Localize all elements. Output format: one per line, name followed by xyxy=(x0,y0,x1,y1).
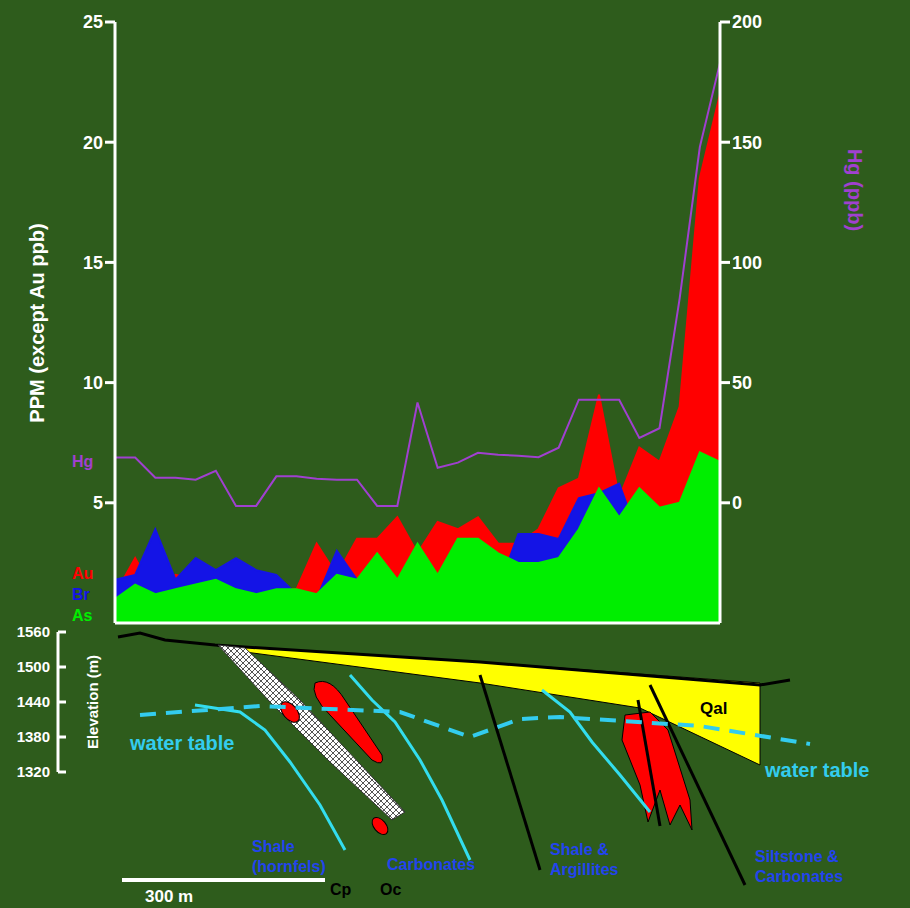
svg-text:water table: water table xyxy=(129,732,234,754)
svg-text:Au: Au xyxy=(72,565,93,582)
svg-text:Elevation (m): Elevation (m) xyxy=(84,655,101,749)
svg-text:1380: 1380 xyxy=(17,728,50,745)
svg-text:25: 25 xyxy=(83,12,103,32)
svg-text:PPM (except Au ppb): PPM (except Au ppb) xyxy=(26,223,48,422)
svg-text:Oc: Oc xyxy=(380,881,401,898)
svg-text:1560: 1560 xyxy=(17,623,50,640)
svg-text:As: As xyxy=(72,607,93,624)
svg-text:Qal: Qal xyxy=(700,699,727,718)
svg-text:15: 15 xyxy=(83,253,103,273)
svg-text:10: 10 xyxy=(83,373,103,393)
svg-text:100: 100 xyxy=(732,253,762,273)
svg-text:water table: water table xyxy=(764,759,869,781)
svg-text:0: 0 xyxy=(732,493,742,513)
svg-text:Hg (ppb): Hg (ppb) xyxy=(844,149,866,231)
svg-text:Shale(hornfels): Shale(hornfels) xyxy=(252,838,326,875)
svg-text:Carbonates: Carbonates xyxy=(387,856,475,873)
svg-text:150: 150 xyxy=(732,133,762,153)
svg-text:200: 200 xyxy=(732,12,762,32)
svg-text:300 m: 300 m xyxy=(145,887,193,906)
svg-text:1320: 1320 xyxy=(17,763,50,780)
svg-text:1500: 1500 xyxy=(17,658,50,675)
svg-text:Siltstone &Carbonates: Siltstone &Carbonates xyxy=(755,848,843,885)
svg-text:Br: Br xyxy=(72,586,90,603)
svg-text:5: 5 xyxy=(93,493,103,513)
svg-text:Shale &Argillites: Shale &Argillites xyxy=(550,841,619,878)
svg-text:1440: 1440 xyxy=(17,693,50,710)
svg-text:20: 20 xyxy=(83,133,103,153)
svg-text:50: 50 xyxy=(732,373,752,393)
svg-text:Cp: Cp xyxy=(330,881,352,898)
svg-text:Hg: Hg xyxy=(72,453,93,470)
